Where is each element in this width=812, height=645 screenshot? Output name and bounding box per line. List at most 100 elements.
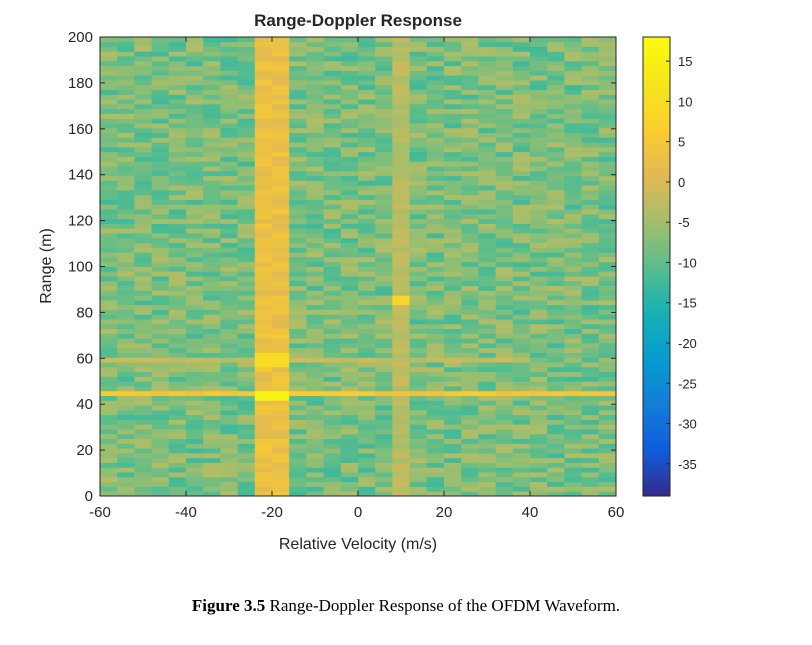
colorbar-tick-label: -35 bbox=[678, 457, 697, 472]
heatmap-cell bbox=[461, 166, 479, 172]
heatmap-cell bbox=[598, 452, 617, 459]
heatmap-cell bbox=[100, 41, 118, 47]
heatmap-cell bbox=[547, 400, 565, 406]
heatmap-cell bbox=[289, 290, 307, 296]
heatmap-cell bbox=[358, 333, 376, 339]
heatmap-cell bbox=[151, 304, 170, 310]
heatmap-cell bbox=[358, 60, 376, 67]
heatmap-cell bbox=[409, 209, 428, 215]
heatmap-cell bbox=[272, 113, 290, 119]
heatmap-cell bbox=[134, 381, 152, 387]
heatmap-cell bbox=[100, 99, 118, 105]
heatmap-cell bbox=[306, 175, 324, 181]
heatmap-cell bbox=[444, 347, 462, 353]
heatmap-cell bbox=[306, 80, 324, 86]
heatmap-cell bbox=[581, 180, 600, 186]
heatmap-cell bbox=[512, 228, 531, 234]
heatmap-cell bbox=[306, 481, 324, 487]
heatmap-cell bbox=[444, 352, 462, 358]
heatmap-cell bbox=[100, 252, 118, 258]
colorbar-segment bbox=[643, 335, 670, 340]
heatmap-cell bbox=[495, 381, 514, 387]
heatmap-cell bbox=[254, 280, 273, 287]
heatmap-cell bbox=[530, 84, 548, 90]
heatmap-cell bbox=[444, 424, 462, 430]
heatmap-cell bbox=[564, 395, 582, 401]
heatmap-cell bbox=[100, 190, 118, 196]
heatmap-cell bbox=[530, 190, 548, 196]
heatmap-cell bbox=[340, 261, 359, 267]
heatmap-cell bbox=[100, 429, 118, 435]
heatmap-cell bbox=[512, 400, 531, 406]
heatmap-cell bbox=[306, 381, 324, 387]
heatmap-cell bbox=[134, 118, 152, 124]
heatmap-cell bbox=[117, 290, 135, 296]
heatmap-cell bbox=[340, 343, 359, 349]
heatmap-cell bbox=[598, 343, 617, 349]
heatmap-cell bbox=[581, 80, 600, 86]
heatmap-cell bbox=[289, 352, 307, 358]
heatmap-cell bbox=[323, 429, 342, 435]
heatmap-cell bbox=[237, 452, 256, 459]
heatmap-cell bbox=[530, 438, 548, 444]
heatmap-cell bbox=[409, 94, 428, 100]
heatmap-cell bbox=[306, 108, 324, 114]
heatmap-cell bbox=[426, 252, 445, 258]
heatmap-cell bbox=[564, 108, 582, 114]
heatmap-cell bbox=[272, 156, 290, 162]
heatmap-cell bbox=[323, 266, 342, 272]
heatmap-cell bbox=[254, 481, 273, 487]
heatmap-cell bbox=[444, 75, 462, 81]
heatmap-cell bbox=[392, 75, 410, 81]
heatmap-cell bbox=[289, 381, 307, 387]
heatmap-cell bbox=[581, 467, 600, 473]
heatmap-cell bbox=[512, 476, 531, 483]
colorbar-segment bbox=[643, 427, 670, 432]
heatmap-cell bbox=[168, 338, 187, 344]
heatmap-cell bbox=[168, 80, 187, 86]
heatmap-cell bbox=[512, 343, 531, 349]
heatmap-cell bbox=[444, 80, 462, 86]
heatmap-cell bbox=[495, 295, 514, 301]
heatmap-cell bbox=[134, 132, 152, 138]
heatmap-cell bbox=[581, 37, 600, 43]
heatmap-cell bbox=[272, 476, 290, 483]
heatmap-cell bbox=[426, 314, 445, 320]
heatmap-cell bbox=[461, 366, 479, 373]
heatmap-cell bbox=[134, 333, 152, 339]
heatmap-cell bbox=[409, 486, 428, 492]
heatmap-cell bbox=[564, 46, 582, 52]
heatmap-cell bbox=[289, 247, 307, 253]
heatmap-cell bbox=[117, 213, 135, 220]
heatmap-cell bbox=[168, 180, 187, 186]
heatmap-cell bbox=[598, 213, 617, 220]
heatmap-cell bbox=[461, 209, 479, 215]
heatmap-cell bbox=[254, 80, 273, 86]
heatmap-cell bbox=[409, 424, 428, 430]
heatmap-cell bbox=[254, 381, 273, 387]
heatmap-cell bbox=[409, 462, 428, 468]
heatmap-cell bbox=[581, 113, 600, 119]
heatmap-cell bbox=[478, 467, 496, 473]
heatmap-cell bbox=[426, 123, 445, 129]
heatmap-cell bbox=[151, 142, 170, 148]
heatmap-cell bbox=[306, 194, 324, 200]
heatmap-cell bbox=[254, 371, 273, 377]
heatmap-cell bbox=[306, 472, 324, 478]
heatmap-cell bbox=[461, 476, 479, 483]
heatmap-cell bbox=[461, 357, 479, 363]
heatmap-cell bbox=[564, 237, 582, 243]
heatmap-cell bbox=[203, 37, 221, 43]
heatmap-cell bbox=[237, 462, 256, 468]
heatmap-cell bbox=[564, 137, 582, 143]
heatmap-cell bbox=[547, 218, 565, 224]
heatmap-cell bbox=[409, 223, 428, 229]
heatmap-cell bbox=[186, 395, 204, 401]
heatmap-cell bbox=[272, 448, 290, 454]
heatmap-cell bbox=[306, 395, 324, 401]
heatmap-cell bbox=[134, 175, 152, 181]
heatmap-cell bbox=[117, 328, 135, 334]
heatmap-cell bbox=[117, 261, 135, 267]
heatmap-cell bbox=[100, 390, 118, 396]
heatmap-cell bbox=[581, 462, 600, 468]
